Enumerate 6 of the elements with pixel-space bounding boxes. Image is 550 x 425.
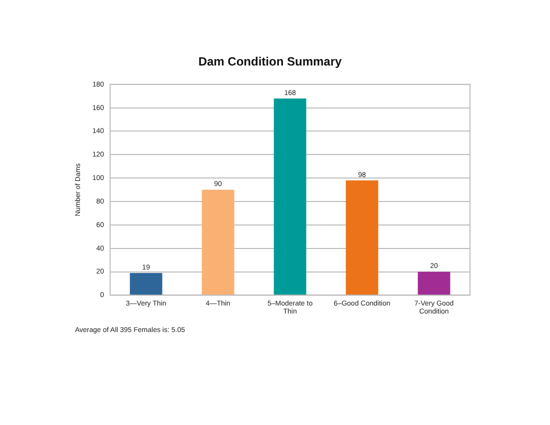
bar: [346, 180, 378, 295]
chart-title: Dam Condition Summary: [198, 54, 342, 69]
bar: [418, 272, 450, 295]
bar: [202, 190, 234, 295]
bar: [274, 98, 306, 295]
bar: [130, 272, 162, 295]
